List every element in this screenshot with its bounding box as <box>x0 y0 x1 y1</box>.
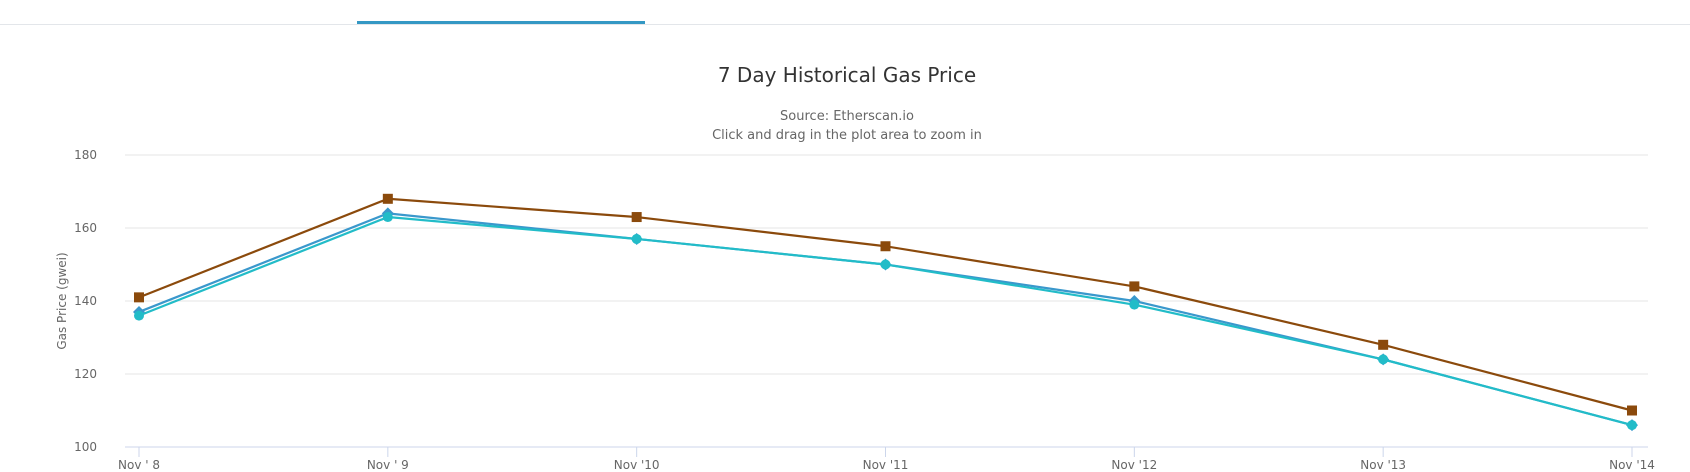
y-tick-label: 160 <box>74 221 97 235</box>
data-point-circle <box>382 212 393 223</box>
data-point-circle <box>1627 420 1637 431</box>
y-tick-label: 140 <box>74 294 97 308</box>
series-1 <box>134 193 1637 416</box>
series-line <box>138 197 1633 412</box>
series-3 <box>134 212 1637 431</box>
y-tick-label: 120 <box>74 367 97 381</box>
chart-subtitle-hint: Click and drag in the plot area to zoom … <box>712 128 982 143</box>
series-2 <box>133 207 1638 432</box>
data-point-circle <box>134 310 144 321</box>
chart-subtitle-source: Source: Etherscan.io <box>780 109 914 124</box>
x-tick-label: Nov ' 9 <box>367 458 409 472</box>
data-point-square <box>1129 281 1140 292</box>
data-point-square <box>880 241 891 252</box>
tab-bar <box>0 0 1690 25</box>
x-tick-label: Nov '14 <box>1609 458 1655 472</box>
x-tick-label: Nov '11 <box>863 458 909 472</box>
chart-title: 7 Day Historical Gas Price <box>718 63 976 87</box>
x-tick-label: Nov ' 8 <box>118 458 160 472</box>
active-tab-indicator[interactable] <box>357 21 645 24</box>
data-point-circle <box>1378 354 1389 365</box>
x-tick-label: Nov '10 <box>614 458 660 472</box>
y-tick-label: 100 <box>74 440 97 454</box>
x-tick-label: Nov '13 <box>1360 458 1406 472</box>
data-point-square <box>134 292 144 303</box>
y-tick-label: 180 <box>74 148 97 162</box>
x-tick-label: Nov '12 <box>1111 458 1157 472</box>
y-axis-label: Gas Price (gwei) <box>55 252 69 349</box>
data-point-square <box>382 193 393 204</box>
data-point-square <box>1627 405 1637 416</box>
data-point-circle <box>1129 299 1140 310</box>
data-point-circle <box>880 259 891 270</box>
data-point-circle <box>631 233 642 244</box>
data-point-square <box>1378 339 1389 350</box>
data-point-square <box>631 212 642 223</box>
